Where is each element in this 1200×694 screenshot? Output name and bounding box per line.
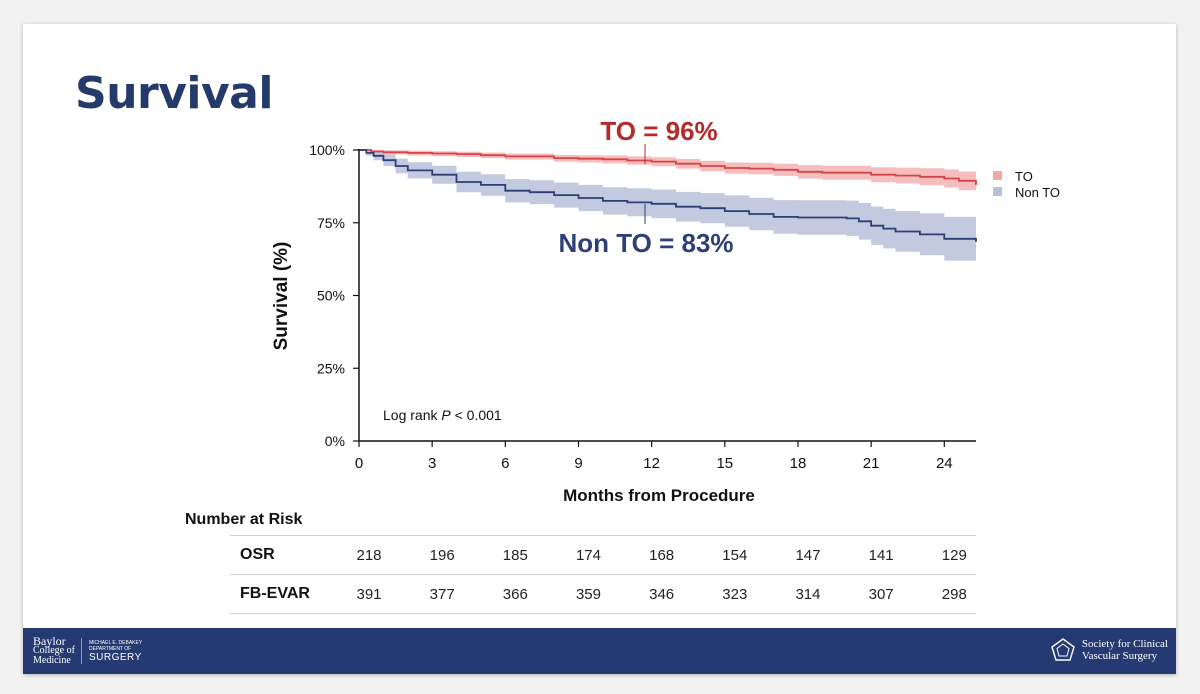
baylor-logo-line3: Medicine bbox=[33, 655, 71, 666]
x-tick-label: 21 bbox=[863, 455, 880, 472]
x-tick-label: 0 bbox=[355, 455, 363, 472]
non-to-label: Non TO = 83% bbox=[558, 228, 733, 258]
risk-cell: 185 bbox=[502, 546, 528, 564]
legend-label-to: TO bbox=[1015, 169, 1033, 184]
risk-cell: 359 bbox=[575, 585, 601, 603]
scvs-line2: Vascular Surgery bbox=[1081, 650, 1158, 662]
scvs-line1: Society for Clinical bbox=[1081, 638, 1168, 650]
legend-swatch-to bbox=[993, 171, 1002, 180]
log-rank-text: Log rank P < 0.001 bbox=[383, 407, 502, 423]
x-tick-label: 6 bbox=[501, 455, 509, 472]
x-tick-label: 15 bbox=[716, 455, 733, 472]
risk-cell: 346 bbox=[649, 585, 675, 603]
baylor-logo: Baylor College of Medicine bbox=[33, 634, 75, 666]
risk-cell: 218 bbox=[356, 546, 382, 564]
x-tick-label: 24 bbox=[936, 455, 953, 472]
surgery-department-logo: MICHAEL E. DEBAKEY DEPARTMENT OF SURGERY bbox=[89, 640, 142, 663]
risk-cell: 129 bbox=[941, 546, 967, 564]
risk-row-fb-evar: FB-EVAR 391 377 366 359 346 323 314 307 298 bbox=[230, 575, 976, 614]
x-tick-label: 12 bbox=[643, 455, 660, 472]
chart-ticks: 0 3 6 9 12 15 18 21 24 0% 25% 50% 75% 100% bbox=[309, 142, 952, 472]
pentagon-emblem-icon bbox=[1051, 638, 1075, 661]
risk-cell: 391 bbox=[356, 585, 382, 603]
survival-line-to bbox=[359, 149, 977, 185]
number-at-risk-table: Number at Risk OSR 218 196 185 174 168 154 147… bbox=[185, 511, 985, 614]
risk-table-title: Number at Risk bbox=[185, 511, 303, 528]
legend-swatch-non-to bbox=[993, 187, 1002, 196]
risk-cell: 323 bbox=[722, 585, 748, 603]
y-tick-label: 75% bbox=[317, 215, 345, 231]
risk-row-cells: 218 196 185 174 168 154 147 141 129 bbox=[350, 536, 976, 574]
risk-row-osr: OSR 218 196 185 174 168 154 147 141 129 bbox=[230, 536, 976, 575]
legend: TO Non TO bbox=[993, 169, 1060, 200]
risk-cell: 168 bbox=[649, 546, 675, 564]
baylor-logo-line1: Baylor bbox=[33, 634, 66, 648]
risk-cell: 147 bbox=[795, 546, 821, 564]
to-label: TO = 96% bbox=[600, 116, 717, 146]
x-tick-label: 9 bbox=[574, 455, 582, 472]
risk-grid: OSR 218 196 185 174 168 154 147 141 129 FB-EVAR … bbox=[230, 535, 976, 614]
survival-lines bbox=[359, 149, 977, 242]
x-tick-label: 3 bbox=[428, 455, 436, 472]
legend-label-non-to: Non TO bbox=[1015, 185, 1060, 200]
footer-divider bbox=[81, 638, 82, 664]
y-tick-label: 50% bbox=[317, 288, 345, 304]
y-axis-label: Survival (%) bbox=[271, 242, 292, 351]
scvs-logo: Society for Clinical Vascular Surgery bbox=[1050, 637, 1168, 663]
dept-logo-line2: DEPARTMENT OF bbox=[89, 646, 132, 652]
scvs-name: Society for Clinical Vascular Surgery bbox=[1082, 638, 1168, 662]
dept-logo-line3: SURGERY bbox=[89, 652, 142, 663]
risk-row-label: OSR bbox=[240, 546, 275, 563]
risk-cell: 314 bbox=[795, 585, 821, 603]
risk-cell: 154 bbox=[722, 546, 748, 564]
slide: Survival 0 3 6 9 12 15 18 21 24 0% 25% 50% 75% 100% S… bbox=[23, 24, 1176, 674]
risk-cell: 298 bbox=[941, 585, 967, 603]
y-tick-label: 0% bbox=[325, 433, 345, 449]
footer-bar: Baylor College of Medicine MICHAEL E. DE… bbox=[23, 628, 1176, 674]
x-tick-label: 18 bbox=[790, 455, 807, 472]
y-tick-label: 25% bbox=[317, 360, 345, 376]
y-tick-label: 100% bbox=[309, 142, 345, 158]
risk-cell: 377 bbox=[429, 585, 455, 603]
survival-chart: 0 3 6 9 12 15 18 21 24 0% 25% 50% 75% 100% Survival (… bbox=[271, 116, 1060, 505]
baylor-logo-line2: College of bbox=[33, 645, 75, 656]
survival-line-non-to bbox=[359, 149, 977, 242]
risk-cell: 174 bbox=[575, 546, 601, 564]
confidence-band-non-to bbox=[359, 150, 976, 264]
risk-cell: 141 bbox=[868, 546, 894, 564]
dept-logo-line1: MICHAEL E. DEBAKEY bbox=[89, 640, 143, 646]
slide-title: Survival bbox=[75, 68, 273, 119]
risk-cell: 366 bbox=[502, 585, 528, 603]
risk-cell: 307 bbox=[868, 585, 894, 603]
x-axis-label: Months from Procedure bbox=[563, 486, 755, 505]
risk-cell: 196 bbox=[429, 546, 455, 564]
risk-row-label: FB-EVAR bbox=[240, 585, 310, 602]
risk-row-cells: 391 377 366 359 346 323 314 307 298 bbox=[350, 575, 976, 613]
